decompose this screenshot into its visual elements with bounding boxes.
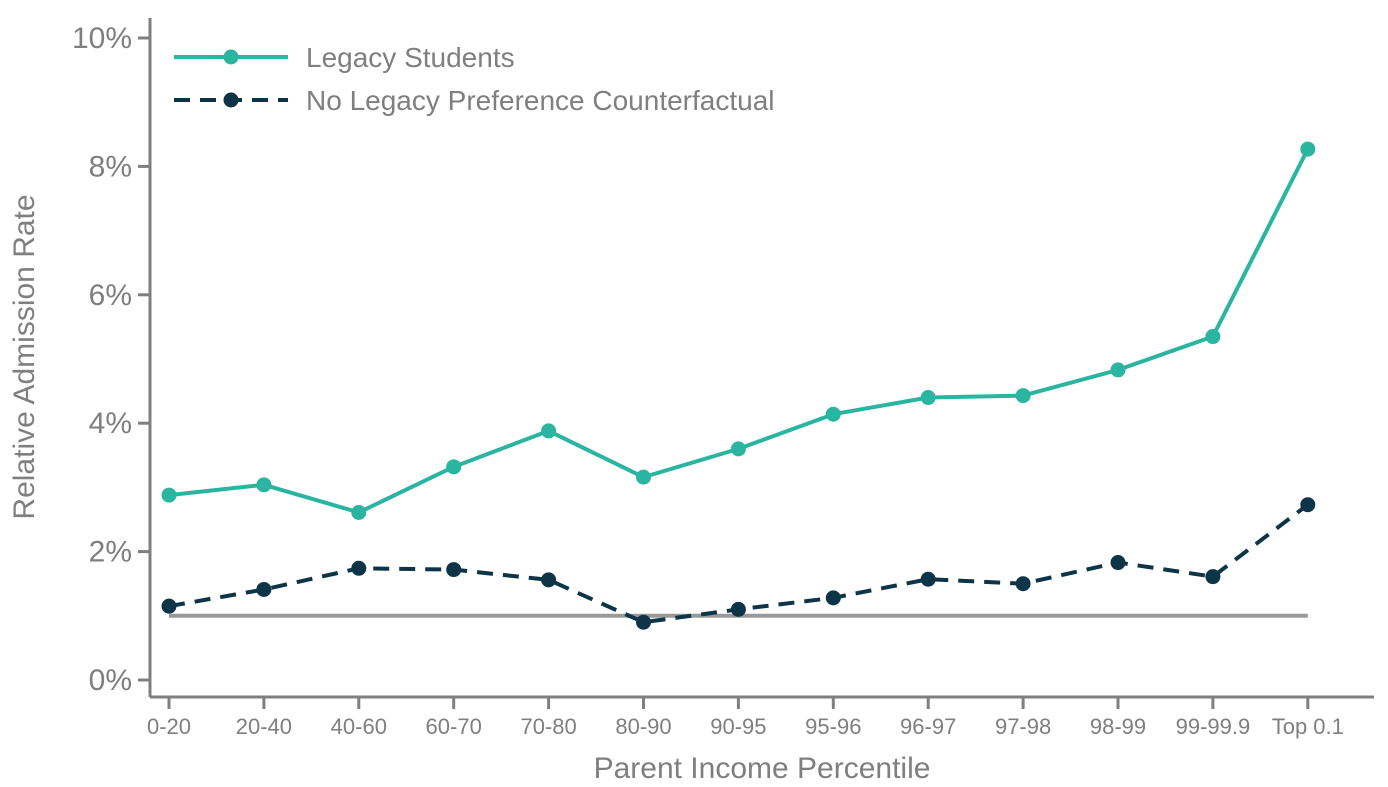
data-point	[256, 477, 272, 493]
legend-label: Legacy Students	[306, 42, 515, 73]
legend: Legacy Students No Legacy Preference Coun…	[174, 42, 775, 116]
data-point	[446, 562, 462, 578]
x-tick-label: 97-98	[995, 714, 1051, 739]
data-point	[920, 390, 936, 406]
data-point	[1015, 576, 1031, 592]
data-point	[161, 598, 177, 614]
x-tick-label: Top 0.1	[1272, 714, 1344, 739]
data-point	[541, 423, 557, 439]
data-point	[161, 487, 177, 503]
x-tick-label: 95-96	[805, 714, 861, 739]
x-tick-label: 70-80	[520, 714, 576, 739]
legend-entry: Legacy Students	[174, 42, 515, 73]
data-point	[730, 441, 746, 457]
data-point	[1300, 141, 1316, 157]
data-point	[351, 560, 367, 576]
data-point	[446, 459, 462, 475]
y-tick-label: 8%	[89, 150, 132, 183]
y-tick-label: 0%	[89, 664, 132, 697]
data-point	[1205, 329, 1221, 345]
y-axis: 0% 2% 4% 6% 8% 10%	[72, 18, 152, 697]
series-line	[168, 148, 1310, 515]
x-axis-title: Parent Income Percentile	[594, 752, 931, 785]
data-point	[730, 601, 746, 617]
x-tick-label: 80-90	[615, 714, 671, 739]
series-1	[161, 141, 1316, 520]
x-tick-label: 99-99.9	[1176, 714, 1251, 739]
x-tick-label: 60-70	[426, 714, 482, 739]
x-tick-label: 40-60	[331, 714, 387, 739]
legend-entry: No Legacy Preference Counterfactual	[174, 85, 775, 116]
data-point	[256, 581, 272, 597]
y-axis-title: Relative Admission Rate	[8, 194, 41, 519]
data-point	[636, 614, 651, 630]
data-point	[1110, 555, 1126, 571]
x-tick-label: 90-95	[710, 714, 766, 739]
y-tick-label: 10%	[72, 22, 132, 55]
data-point	[1015, 388, 1031, 404]
x-axis: 0-20 20-40 40-60 60-70 70-80 80-90 90-95 95-96 9…	[147, 695, 1374, 739]
series-2	[161, 497, 1316, 630]
series-group	[161, 141, 1316, 630]
data-point	[1205, 569, 1221, 585]
x-tick-label: 98-99	[1090, 714, 1146, 739]
data-point	[920, 571, 936, 587]
x-tick-label: 96-97	[900, 714, 956, 739]
x-tick-label: 0-20	[147, 714, 191, 739]
data-point	[636, 469, 651, 485]
data-point	[541, 572, 557, 588]
data-point	[825, 406, 841, 422]
data-point	[351, 504, 367, 520]
legend-marker	[223, 92, 239, 108]
y-tick-label: 2%	[89, 536, 132, 569]
legend-marker	[223, 49, 239, 65]
y-tick-label: 4%	[89, 407, 132, 440]
data-point	[1300, 497, 1316, 513]
legend-label: No Legacy Preference Counterfactual	[306, 85, 775, 116]
data-point	[825, 590, 841, 606]
y-tick-label: 6%	[89, 279, 132, 312]
data-point	[1110, 362, 1126, 378]
x-tick-label: 20-40	[236, 714, 292, 739]
